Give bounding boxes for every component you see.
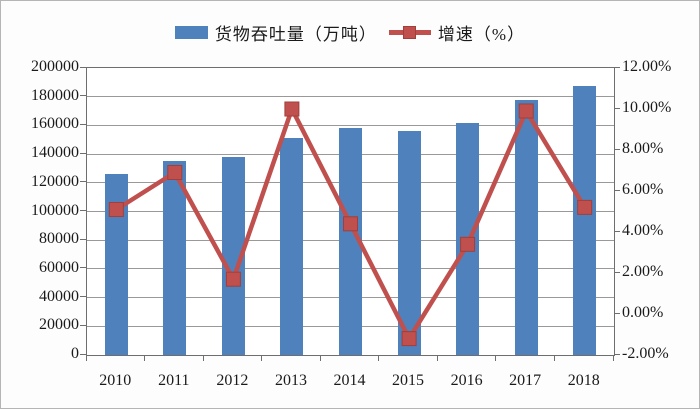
legend-label-throughput: 货物吞吐量（万吨） [214,24,377,44]
bar-2014 [339,128,362,355]
bar-2011 [163,161,187,355]
growth-marker-2016 [460,236,476,252]
left-axis-tick-label: 180000 [31,86,79,104]
left-axis-tick-label: 120000 [31,172,79,190]
right-axis-tick-label: 6.00% [622,181,664,198]
x-axis-label-2014: 2014 [333,372,366,389]
growth-marker-2014 [343,216,358,232]
x-axis-label-2011: 2011 [158,372,190,389]
growth-marker-2010 [108,202,124,217]
right-axis-tick-label: -2.00% [622,345,669,362]
bar-series-swatch-icon [174,25,208,39]
left-axis-tick-label: 0 [71,345,79,362]
x-axis-label-2017: 2017 [509,372,542,389]
left-axis-tick-label: 80000 [39,230,79,248]
left-axis-tick-label: 20000 [39,316,79,334]
x-axis-label-2012: 2012 [216,372,249,389]
x-axis-label-2015: 2015 [392,372,425,389]
bar-2017 [514,100,538,355]
bar-2015 [397,131,421,355]
left-axis-tick-label: 60000 [39,258,79,276]
line-swatch-marker [402,25,416,39]
growth-marker-2011 [167,165,183,180]
x-axis-label-2010: 2010 [99,372,132,389]
right-axis-tick-label: 10.00% [622,99,672,116]
legend-item-growth: 增速（%） [388,20,526,45]
growth-marker-2017 [518,103,534,119]
left-axis-tick-label: 160000 [31,115,79,133]
right-axis-tick-label: 8.00% [622,140,664,157]
right-axis-tick-label: 4.00% [622,222,664,239]
bar-2012 [221,157,245,355]
right-axis-tick-label: 12.00% [622,58,672,75]
bar-2018 [573,86,597,355]
left-axis-tick-label: 200000 [31,58,79,75]
left-axis-tick-label: 40000 [39,287,79,305]
x-axis-label-2013: 2013 [274,372,307,389]
growth-marker-2018 [577,199,593,215]
bar-2010 [104,174,128,355]
left-axis-tick-label: 140000 [31,144,79,162]
gridline [87,124,614,126]
legend-item-throughput: 货物吞吐量（万吨） [174,20,377,45]
x-axis-label-2018: 2018 [567,372,600,389]
growth-marker-2012 [225,271,241,287]
plot-area [86,67,615,356]
x-axis-label-2016: 2016 [450,372,483,389]
legend-label-growth: 增速（%） [437,24,526,44]
bar-2013 [280,138,304,355]
right-axis-tick-label: 0.00% [622,304,664,321]
gridline [87,96,614,98]
line-series-swatch-icon [388,25,431,40]
growth-marker-2013 [284,101,300,117]
legend: 货物吞吐量（万吨） 增速（%） [1,19,699,45]
right-axis-tick-label: 2.00% [622,263,664,280]
growth-marker-2015 [401,331,417,347]
left-axis-tick-label: 100000 [31,201,79,219]
growth-line-layer [108,101,593,347]
